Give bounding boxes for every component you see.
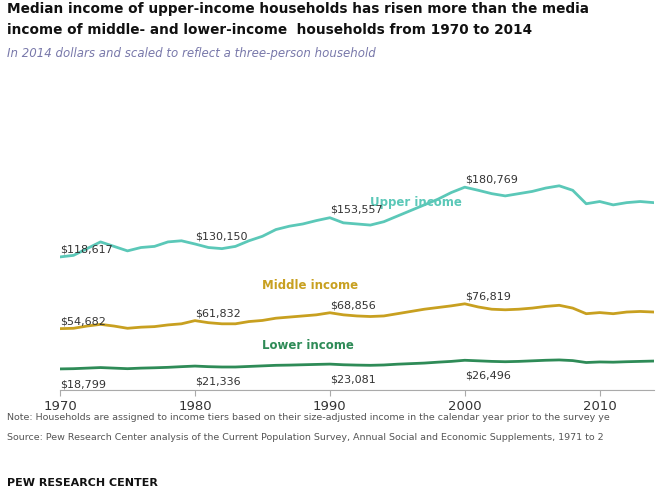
Text: Source: Pew Research Center analysis of the Current Population Survey, Annual So: Source: Pew Research Center analysis of … <box>7 432 603 442</box>
Text: Middle income: Middle income <box>262 280 359 292</box>
Text: Lower income: Lower income <box>262 339 354 352</box>
Text: $130,150: $130,150 <box>195 231 247 241</box>
Text: Note: Households are assigned to income tiers based on their size-adjusted incom: Note: Households are assigned to income … <box>7 412 610 422</box>
Text: income of middle- and lower-income  households from 1970 to 2014: income of middle- and lower-income house… <box>7 22 532 36</box>
Text: $68,856: $68,856 <box>330 300 376 310</box>
Text: $54,682: $54,682 <box>60 316 106 326</box>
Text: $76,819: $76,819 <box>465 292 511 302</box>
Text: $118,617: $118,617 <box>60 244 113 254</box>
Text: $180,769: $180,769 <box>465 174 518 184</box>
Text: $18,799: $18,799 <box>60 379 106 389</box>
Text: Upper income: Upper income <box>370 196 462 209</box>
Text: In 2014 dollars and scaled to reflect a three-person household: In 2014 dollars and scaled to reflect a … <box>7 48 376 60</box>
Text: $153,557: $153,557 <box>330 205 382 215</box>
Text: $23,081: $23,081 <box>330 374 376 384</box>
Text: $21,336: $21,336 <box>195 376 241 386</box>
Text: $26,496: $26,496 <box>465 370 511 380</box>
Text: $61,832: $61,832 <box>195 308 241 318</box>
Text: PEW RESEARCH CENTER: PEW RESEARCH CENTER <box>7 478 157 488</box>
Text: Median income of upper-income households has risen more than the media: Median income of upper-income households… <box>7 2 589 16</box>
